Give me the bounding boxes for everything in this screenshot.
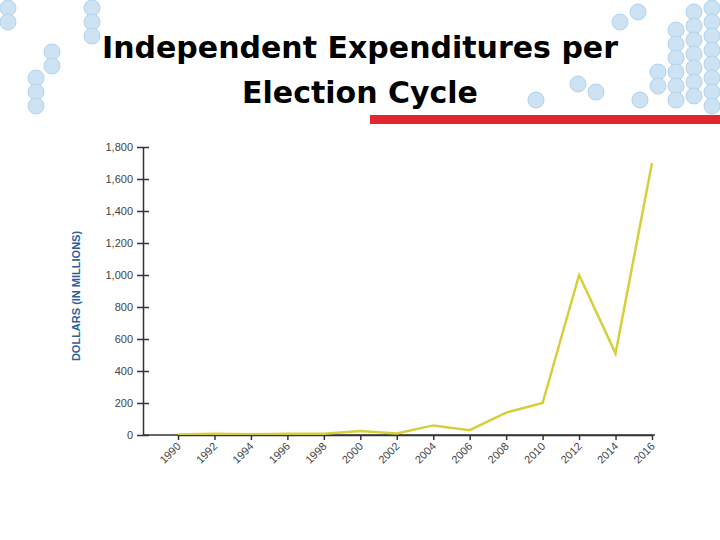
x-tick: 2004 xyxy=(412,435,438,466)
y-tick-mark xyxy=(137,307,149,309)
y-tick-mark xyxy=(137,211,149,213)
decor-bubble xyxy=(570,76,586,92)
x-tick-label: 2016 xyxy=(631,440,657,466)
x-tick-label: 1990 xyxy=(157,440,183,466)
y-tick-mark xyxy=(137,339,149,341)
x-tick: 1994 xyxy=(230,435,256,466)
y-tick-label: 400 xyxy=(115,365,133,377)
x-tick: 2010 xyxy=(522,435,548,466)
title-line: Independent Expenditures per xyxy=(102,30,618,65)
data-line xyxy=(178,163,652,435)
decor-bubble xyxy=(44,58,60,74)
x-tick-label: 2008 xyxy=(485,440,511,466)
x-tick-mark xyxy=(324,435,326,440)
y-tick: 1,200 xyxy=(105,237,149,249)
y-tick-label: 600 xyxy=(115,333,133,345)
plot-area xyxy=(178,163,652,435)
decor-bubble xyxy=(632,92,648,108)
y-tick: 1,400 xyxy=(105,205,149,217)
decor-bubble xyxy=(528,92,544,108)
x-tick-label: 1992 xyxy=(194,440,220,466)
x-tick-mark xyxy=(579,435,581,440)
title-line: Election Cycle xyxy=(242,75,478,110)
y-tick: 600 xyxy=(115,333,149,345)
x-tick-mark xyxy=(433,435,435,440)
x-tick-mark xyxy=(397,435,399,440)
x-tick: 2014 xyxy=(595,435,621,466)
x-tick-mark xyxy=(469,435,471,440)
x-tick: 1996 xyxy=(267,435,293,466)
y-tick: 800 xyxy=(115,301,149,313)
x-tick-mark xyxy=(178,435,180,440)
x-tick-mark xyxy=(506,435,508,440)
x-tick: 2016 xyxy=(631,435,657,466)
x-tick-mark xyxy=(251,435,253,440)
decor-bubble xyxy=(630,4,646,20)
x-tick-label: 2004 xyxy=(412,440,438,466)
y-tick-mark xyxy=(137,275,149,277)
y-tick-mark xyxy=(137,147,149,149)
x-tick-label: 2010 xyxy=(522,440,548,466)
y-tick: 1,000 xyxy=(105,269,149,281)
y-tick: 1,600 xyxy=(105,173,149,185)
decoration xyxy=(0,0,720,114)
y-tick-mark xyxy=(137,179,149,181)
decor-bubble xyxy=(686,88,702,104)
y-axis: 0 200 400 600 800 1,000 1,200 1,400 1,600 1,800 xyxy=(105,141,149,441)
y-tick-mark xyxy=(137,243,149,245)
y-tick-label: 800 xyxy=(115,301,133,313)
y-axis-title: DOLLARS (IN MILLIONS) xyxy=(70,231,82,361)
y-tick-label: 1,600 xyxy=(105,173,133,185)
x-tick-mark xyxy=(542,435,544,440)
decor-bubble xyxy=(0,14,16,30)
decor-bubble xyxy=(668,92,684,108)
y-tick-mark xyxy=(137,371,149,373)
y-axis-line xyxy=(143,148,145,436)
x-tick: 2008 xyxy=(485,435,511,466)
decor-bubble xyxy=(704,98,720,114)
x-tick-label: 1994 xyxy=(230,440,256,466)
y-tick-label: 1,400 xyxy=(105,205,133,217)
title: Independent Expenditures per Election Cyc… xyxy=(102,30,618,110)
x-tick-label: 2002 xyxy=(376,440,402,466)
x-tick: 2000 xyxy=(339,435,365,466)
x-tick: 1992 xyxy=(194,435,220,466)
x-tick-label: 1996 xyxy=(267,440,293,466)
x-axis: 1990 1992 1994 1996 1998 2000 2002 2004 2006 2008… xyxy=(157,435,657,466)
x-tick: 1998 xyxy=(303,435,329,466)
x-tick-label: 1998 xyxy=(303,440,329,466)
y-tick: 1,800 xyxy=(105,141,149,153)
title-rule xyxy=(370,115,720,124)
x-tick-mark xyxy=(360,435,362,440)
x-tick-label: 2006 xyxy=(449,440,475,466)
x-tick-mark xyxy=(214,435,216,440)
y-tick-label: 0 xyxy=(127,429,133,441)
x-tick-mark xyxy=(287,435,289,440)
x-tick-mark xyxy=(652,435,654,440)
decor-bubble xyxy=(84,28,100,44)
x-tick: 2006 xyxy=(449,435,475,466)
y-tick-mark xyxy=(137,403,149,405)
x-tick-label: 2014 xyxy=(595,440,621,466)
y-tick-label: 1,000 xyxy=(105,269,133,281)
decor-bubble xyxy=(28,98,44,114)
decor-bubble xyxy=(588,84,604,100)
y-tick-label: 200 xyxy=(115,397,133,409)
y-tick: 200 xyxy=(115,397,149,409)
y-tick: 400 xyxy=(115,365,149,377)
decor-bubble xyxy=(612,14,628,30)
x-tick-label: 2012 xyxy=(558,440,584,466)
x-tick-mark xyxy=(615,435,617,440)
decor-bubble xyxy=(650,78,666,94)
x-tick: 2002 xyxy=(376,435,402,466)
x-tick: 2012 xyxy=(558,435,584,466)
y-tick-label: 1,800 xyxy=(105,141,133,153)
x-tick-label: 2000 xyxy=(339,440,365,466)
x-tick: 1990 xyxy=(157,435,183,466)
y-tick-label: 1,200 xyxy=(105,237,133,249)
chart: Independent Expenditures per Election Cyc… xyxy=(0,0,720,540)
